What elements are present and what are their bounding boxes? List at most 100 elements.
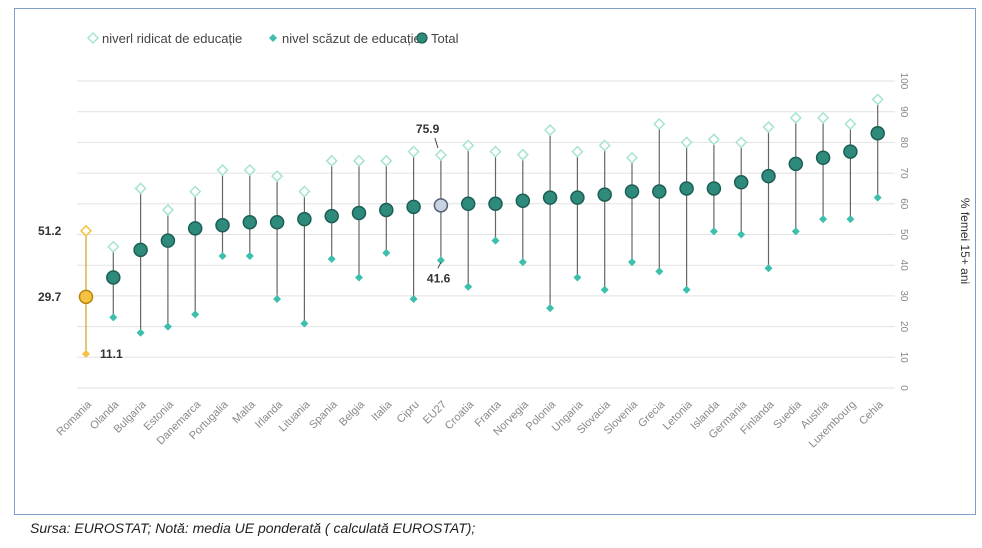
high-education-point — [189, 185, 202, 198]
x-tick-label: Italia — [369, 398, 395, 424]
x-tick-label: Lituania — [277, 398, 313, 434]
legend-marker-high — [86, 31, 100, 45]
low-education-point — [491, 236, 500, 245]
total-point — [433, 198, 449, 213]
high-education-point — [380, 154, 393, 167]
high-education-point — [407, 145, 420, 158]
low-education-point — [518, 258, 527, 267]
x-tick-label: Belgia — [337, 398, 368, 429]
y-tick-label: 70 — [898, 168, 909, 180]
high-education-point — [789, 111, 802, 124]
total-point — [624, 184, 640, 199]
low-education-point — [300, 319, 309, 328]
y-tick-label: 100 — [898, 73, 909, 90]
low-education-point — [737, 230, 746, 239]
total-point — [733, 175, 749, 190]
total-point — [597, 187, 612, 202]
x-tick-label: Romania — [55, 398, 95, 438]
legend-marker-total — [416, 32, 428, 44]
low-education-point — [82, 349, 90, 358]
total-point — [406, 199, 421, 215]
legend-label: Total — [431, 31, 459, 46]
legend-label: nivel scăzut de educație — [282, 31, 421, 46]
high-education-point — [707, 133, 720, 146]
low-education-point — [382, 248, 391, 257]
high-education-point — [79, 224, 93, 237]
low-education-point — [764, 264, 773, 273]
high-education-point — [844, 117, 857, 131]
annotations: 51.2 29.7 11.1 75.9 41.6 — [38, 122, 451, 361]
low-education-point — [163, 322, 172, 331]
low-education-point — [191, 310, 200, 319]
data-label: 41.6 — [427, 271, 451, 285]
y-tick-label: 20 — [898, 321, 909, 333]
y-tick-label: 90 — [898, 106, 909, 118]
gridlines — [77, 80, 895, 389]
low-education-point — [245, 251, 254, 260]
legend-label: niverl ridicat de educație — [102, 31, 242, 46]
high-education-point — [271, 170, 284, 183]
total-point — [542, 190, 558, 205]
low-education-point — [109, 313, 118, 322]
high-education-point — [571, 145, 584, 158]
x-tick-label: Cehia — [857, 398, 886, 427]
y-axis: 0 10 20 30 40 50 60 70 80 90 100 — [898, 73, 909, 392]
low-education-point — [327, 255, 336, 264]
range-stems — [85, 99, 879, 354]
x-tick-label: Croatia — [443, 398, 477, 432]
x-tick-label: Suedia — [771, 398, 804, 431]
low-education-point — [628, 258, 636, 267]
total-point — [570, 190, 585, 205]
annotation-leader — [434, 137, 439, 149]
low-education-point — [873, 193, 882, 202]
total-point — [269, 214, 285, 230]
total-point — [106, 270, 121, 285]
y-tick-label: 40 — [898, 260, 909, 272]
low-education-point — [273, 294, 282, 303]
annotation-leader — [437, 262, 442, 269]
low-education-point — [546, 304, 555, 313]
y-axis-label: % femei 15+ ani — [958, 198, 972, 284]
total-point — [788, 156, 804, 172]
total-point — [215, 218, 230, 233]
high-education-point — [462, 139, 475, 152]
total-point — [515, 193, 531, 208]
high-education-point — [735, 136, 748, 149]
high-education-point — [352, 154, 366, 167]
total-point — [78, 289, 94, 305]
high-education-point — [434, 148, 447, 162]
x-tick-label: Cipru — [395, 399, 422, 426]
y-tick-label: 60 — [898, 198, 909, 210]
low-education-point — [846, 215, 855, 224]
total-point — [297, 211, 312, 227]
low-education-point — [464, 282, 473, 291]
y-tick-label: 50 — [898, 229, 909, 241]
total-point — [679, 181, 694, 196]
y-tick-label: 80 — [898, 137, 909, 149]
low-education-point — [791, 227, 800, 236]
y-tick-label: 30 — [898, 290, 909, 302]
low-education-point — [436, 256, 445, 265]
low-education-point — [655, 267, 664, 276]
low-education-point — [819, 215, 828, 224]
low-education-point — [709, 227, 718, 236]
total-point — [133, 242, 148, 258]
high-education-point — [161, 203, 174, 217]
total-point — [460, 196, 476, 212]
total-point — [242, 214, 258, 230]
y-tick-label: 0 — [898, 385, 909, 391]
data-points — [78, 93, 885, 358]
data-label: 51.2 — [38, 224, 62, 238]
legend: niverl ridicat de educație nivel scăzut d… — [86, 31, 459, 46]
low-education-point — [409, 294, 418, 303]
high-education-point — [544, 124, 557, 137]
total-point — [351, 205, 367, 221]
legend-marker-low — [269, 34, 277, 42]
total-point — [379, 202, 394, 218]
high-education-point — [298, 185, 311, 198]
high-education-point — [762, 120, 775, 134]
high-education-point — [653, 117, 666, 131]
high-education-point — [489, 145, 502, 158]
low-education-point — [355, 273, 363, 282]
data-label: 11.1 — [100, 347, 123, 361]
